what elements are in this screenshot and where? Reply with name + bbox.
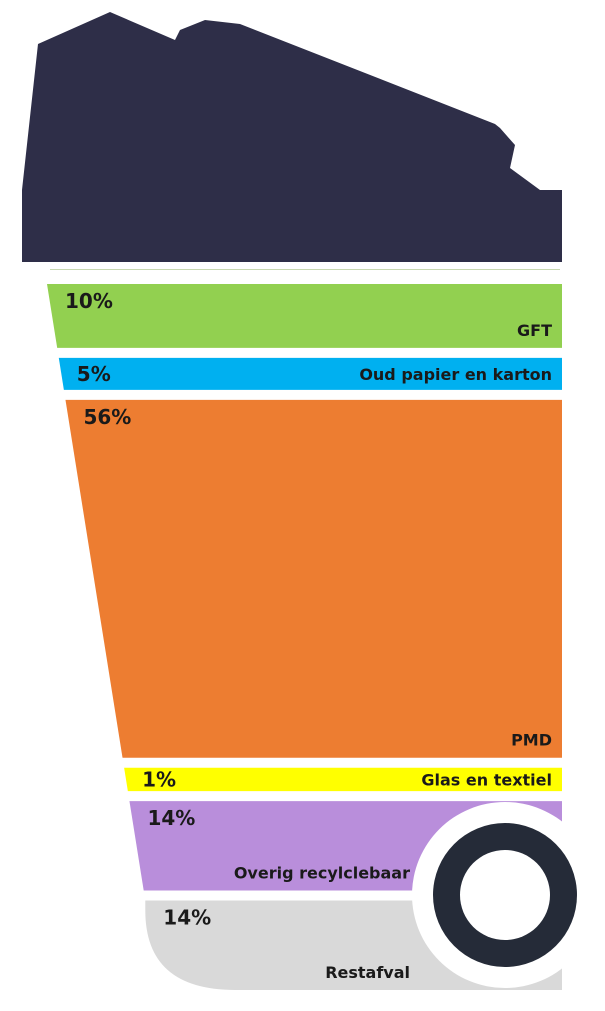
segment-gft bbox=[47, 284, 562, 348]
segment-category-label: PMD bbox=[511, 731, 552, 750]
segment-category-label: Oud papier en karton bbox=[359, 365, 552, 384]
segment-glas-en-textiel bbox=[124, 767, 563, 792]
bin-lid-top bbox=[22, 12, 540, 190]
segment-value-label: 1% bbox=[142, 767, 176, 791]
segment-value-label: 14% bbox=[163, 906, 211, 930]
segment-value-label: 56% bbox=[83, 405, 131, 429]
segment-pmd bbox=[65, 399, 563, 758]
segment-value-label: 14% bbox=[147, 806, 195, 830]
wheel-hub bbox=[460, 850, 550, 940]
segment-category-label: GFT bbox=[517, 321, 552, 340]
bin-wheel-icon bbox=[412, 802, 598, 988]
bin-lid-icon bbox=[22, 12, 562, 270]
segment-category-label: Glas en textiel bbox=[421, 770, 552, 789]
segment-value-label: 5% bbox=[77, 362, 111, 386]
lid-divider-line bbox=[50, 269, 560, 270]
segment-oud-papier-en-karton bbox=[58, 357, 562, 390]
segment-value-label: 10% bbox=[65, 289, 113, 313]
bin-lid-base bbox=[22, 190, 562, 262]
segment-category-label: Restafval bbox=[325, 963, 410, 982]
segment-category-label: Overig recylclebaar bbox=[234, 864, 410, 883]
